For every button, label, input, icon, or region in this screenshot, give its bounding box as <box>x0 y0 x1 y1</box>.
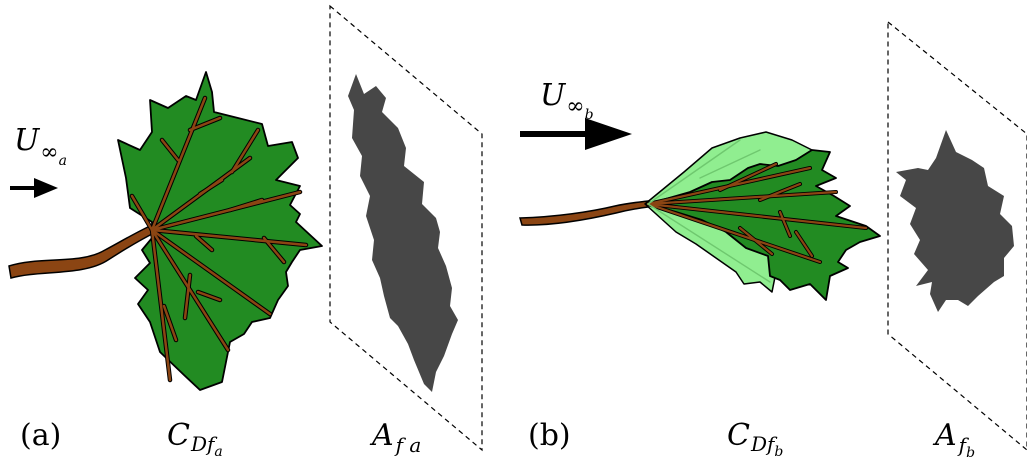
leaf-veins-b <box>646 139 868 283</box>
panel-b: U∞b <box>519 20 1027 457</box>
velocity-label-a: U∞a <box>14 123 67 169</box>
panel-label-a: (a) <box>20 418 61 453</box>
leaf-blade-dark-b <box>647 149 881 301</box>
flow-arrow-b <box>520 118 632 150</box>
flow-arrow-a <box>10 178 58 198</box>
leaf-stem-a <box>8 224 158 279</box>
projection-plane-b <box>887 20 1027 451</box>
drag-coefficient-label-a: CDfa <box>167 418 223 457</box>
frontal-area-shadow-b <box>896 130 1014 312</box>
velocity-label-b: U∞b <box>540 78 594 123</box>
panel-a: U∞a <box>8 4 483 457</box>
leaf-stem-b <box>519 200 649 226</box>
leaf-veins-a <box>129 95 309 383</box>
panel-label-b: (b) <box>528 418 571 453</box>
drag-coefficient-label-b: CDfb <box>727 418 783 457</box>
projection-plane-a <box>329 4 483 452</box>
frontal-area-shadow-a <box>348 74 458 392</box>
